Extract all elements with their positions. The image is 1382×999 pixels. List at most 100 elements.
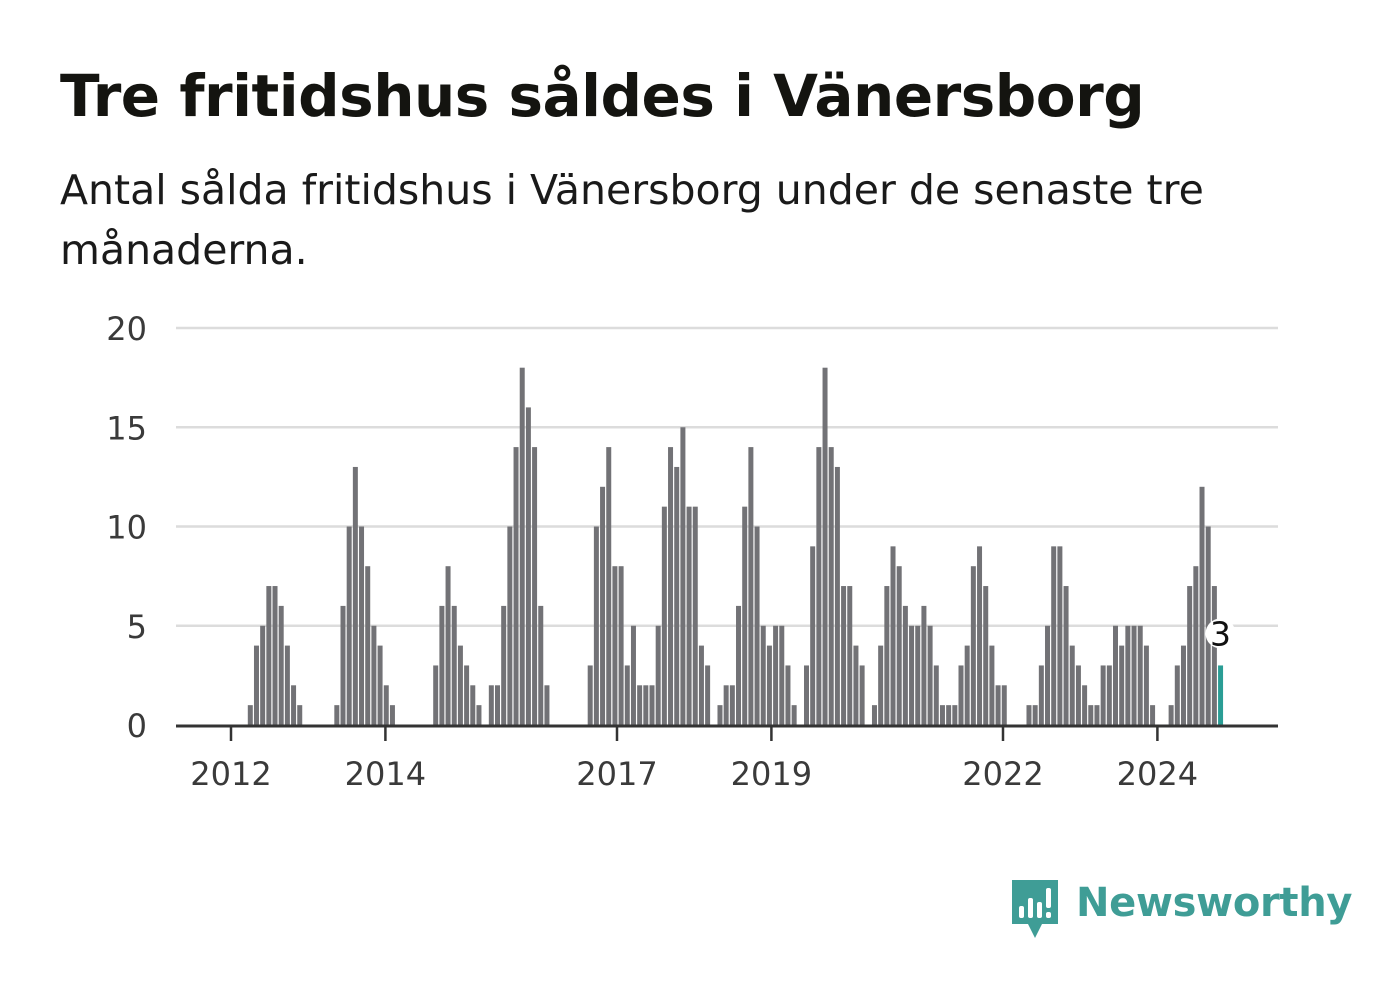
bar <box>1069 645 1075 725</box>
bar <box>668 447 674 725</box>
bar <box>915 625 921 725</box>
bar <box>544 685 550 725</box>
bar <box>352 466 358 725</box>
bar <box>723 685 729 725</box>
bar <box>260 625 266 725</box>
highlight-label-background <box>1205 618 1236 649</box>
bar <box>445 566 451 725</box>
bar <box>1119 645 1125 725</box>
bar <box>519 367 525 725</box>
bar <box>896 566 902 725</box>
highlighted-bar <box>1218 665 1224 725</box>
bar <box>266 586 272 725</box>
bar <box>371 625 377 725</box>
chart-subtitle: Antal sålda fritidshus i Vänersborg unde… <box>60 166 1204 274</box>
bar <box>1001 685 1007 725</box>
bar <box>297 705 303 725</box>
bar <box>470 685 476 725</box>
x-tick-label: 2024 <box>1117 755 1198 793</box>
bar <box>377 645 383 725</box>
bar <box>1082 685 1088 725</box>
y-tick-label: 5 <box>127 608 147 646</box>
bar <box>853 645 859 725</box>
bar <box>1100 665 1106 725</box>
newsworthy-logo: Newsworthy <box>1010 878 1353 942</box>
bar <box>1026 705 1032 725</box>
bar <box>834 466 840 725</box>
bar <box>871 705 877 725</box>
bar <box>760 625 766 725</box>
bar <box>1063 586 1069 725</box>
bar <box>1174 665 1180 725</box>
bar <box>748 447 754 725</box>
bar <box>439 605 445 725</box>
bar <box>717 705 723 725</box>
bar <box>532 447 538 725</box>
bar <box>253 645 259 725</box>
x-tick-label: 2014 <box>345 755 426 793</box>
bar <box>359 526 365 725</box>
bar <box>785 665 791 725</box>
bar <box>661 506 667 725</box>
bar <box>1150 705 1156 725</box>
bar <box>291 685 297 725</box>
bar <box>686 506 692 725</box>
bar <box>1199 486 1205 725</box>
x-tick-label: 2019 <box>731 755 812 793</box>
labels: 0 5 10 15 20 2012 2014 2017 2019 2022 2024 3 <box>106 310 1236 793</box>
bar <box>501 605 507 725</box>
bar <box>680 427 686 725</box>
bar <box>810 546 816 725</box>
chart-title: Tre fritidshus såldes i Vänersborg <box>60 62 1145 130</box>
bar <box>247 705 253 725</box>
bar <box>1187 586 1193 725</box>
bar <box>791 705 797 725</box>
bar <box>1094 705 1100 725</box>
bar <box>612 566 618 725</box>
bar <box>977 546 983 725</box>
bar <box>618 566 624 725</box>
bar <box>600 486 606 725</box>
bar <box>383 685 389 725</box>
bar <box>766 645 772 725</box>
bar <box>890 546 896 725</box>
highlight-value-label: 3 <box>1210 614 1231 653</box>
bar <box>970 566 976 725</box>
bar <box>1143 645 1149 725</box>
bar <box>878 645 884 725</box>
bar <box>433 665 439 725</box>
bar <box>334 705 340 725</box>
bar <box>847 586 853 725</box>
bar <box>983 586 989 725</box>
bar <box>587 665 593 725</box>
bar <box>1125 625 1131 725</box>
bar <box>698 645 704 725</box>
bar <box>933 665 939 725</box>
bar <box>340 605 346 725</box>
bar <box>1038 665 1044 725</box>
x-tick-label: 2012 <box>190 755 271 793</box>
bar <box>736 605 742 725</box>
bar <box>649 685 655 725</box>
newsworthy-bar-chart-icon <box>1012 880 1058 938</box>
bar <box>284 645 290 725</box>
bar <box>939 705 945 725</box>
bar <box>729 685 735 725</box>
bar <box>464 665 470 725</box>
bar <box>754 526 760 725</box>
bar <box>909 625 915 725</box>
bar <box>902 605 908 725</box>
bar <box>964 645 970 725</box>
bar <box>773 625 779 725</box>
y-tick-label: 20 <box>106 310 147 348</box>
bar-chart: 0 5 10 15 20 2012 2014 2017 2019 2022 2024 3 <box>106 310 1278 793</box>
bar <box>538 605 544 725</box>
bar <box>1193 566 1199 725</box>
bar <box>884 586 890 725</box>
bar <box>365 566 371 725</box>
bar <box>692 506 698 725</box>
bar <box>655 625 661 725</box>
bar <box>921 605 927 725</box>
bar <box>1088 705 1094 725</box>
bar <box>488 685 494 725</box>
